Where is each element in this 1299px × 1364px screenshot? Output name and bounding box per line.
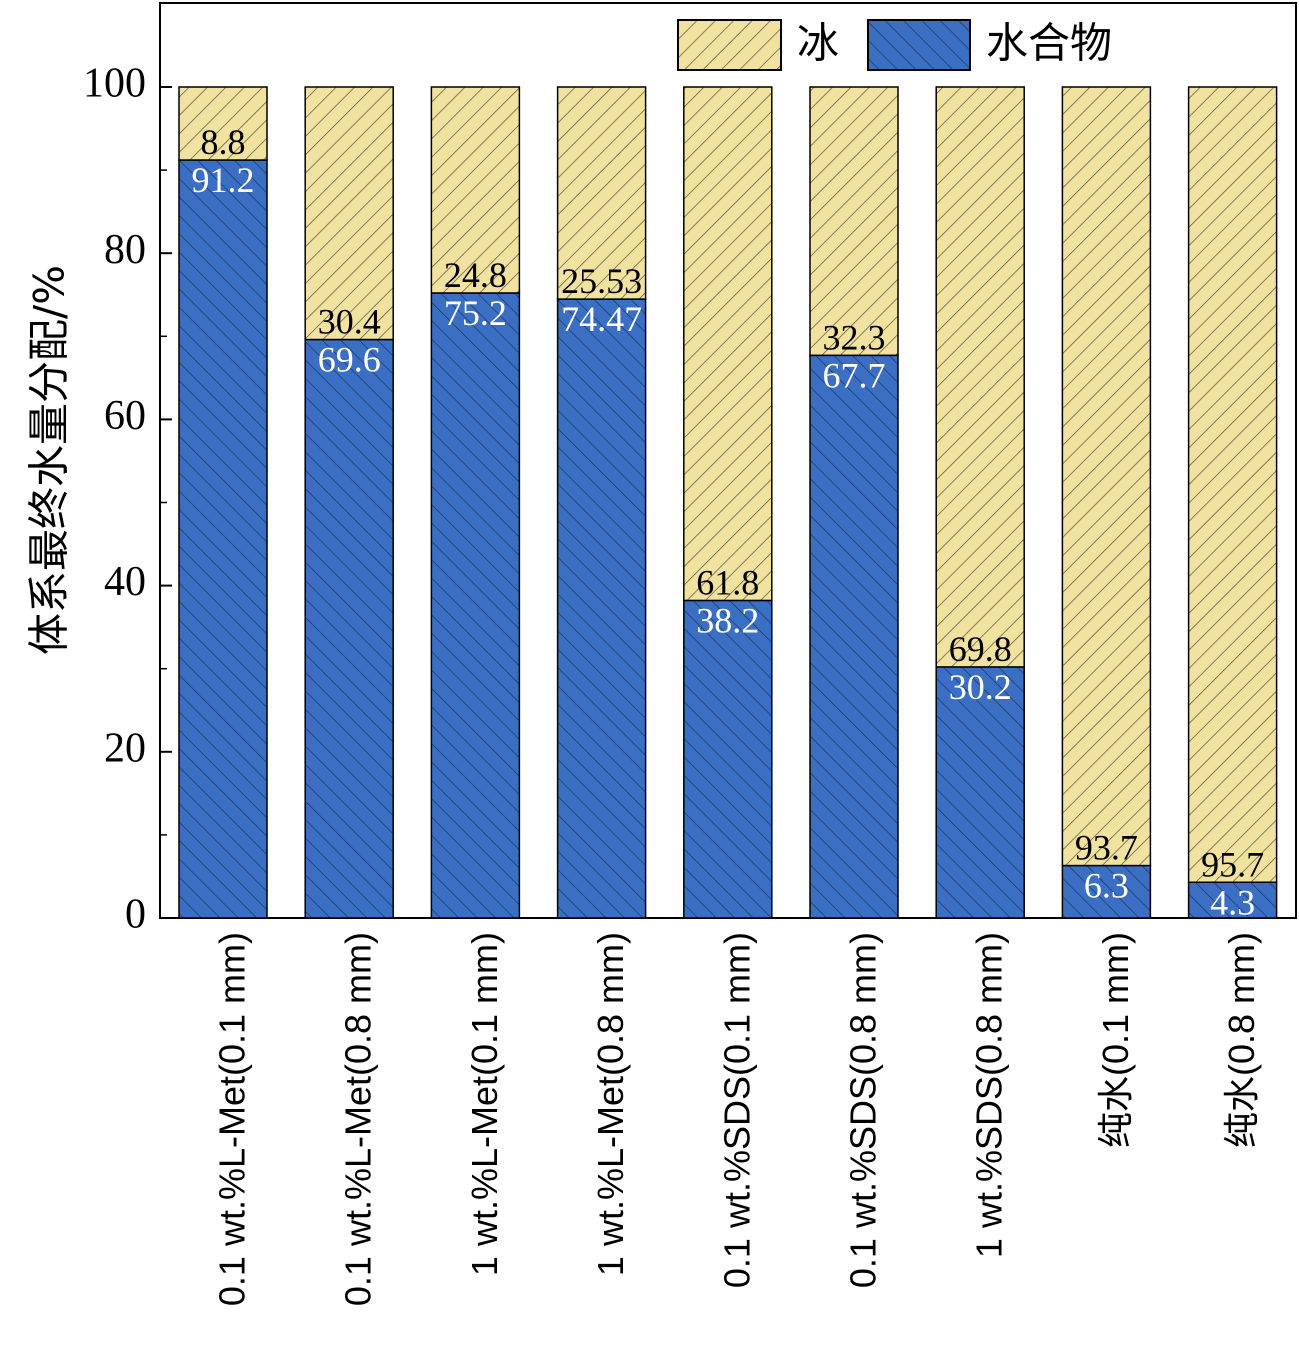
bar-ice-2 xyxy=(304,86,394,341)
legend-swatch-ice xyxy=(677,19,782,71)
bar-ice-5 xyxy=(683,86,773,602)
data-label-ice-7: 69.8 xyxy=(949,629,1012,669)
data-label-hydrate-9: 4.3 xyxy=(1210,882,1255,922)
x-category-label-5: 0.1 wt.%SDS(0.1 mm) xyxy=(716,932,757,1288)
data-label-hydrate-1: 91.2 xyxy=(192,160,255,200)
x-category-label-4: 1 wt.%L-Met(0.8 mm) xyxy=(590,932,631,1276)
bar-hydrate-8 xyxy=(1061,864,1152,919)
y-axis-label: 体系最终水量分配/% xyxy=(25,265,74,655)
x-category-label-9: 纯水(0.8 mm) xyxy=(1221,932,1262,1148)
x-category-label-8: 纯水(0.1 mm) xyxy=(1095,932,1136,1148)
data-label-hydrate-7: 30.2 xyxy=(949,667,1012,707)
legend-label-ice: 冰 xyxy=(797,19,839,68)
data-label-ice-4: 25.53 xyxy=(561,261,642,301)
y-tick-label-2: 40 xyxy=(104,559,146,605)
bar-hydrate-9 xyxy=(1187,881,1278,919)
legend-label-hydrate: 水合物 xyxy=(986,19,1112,68)
bar-ice-3 xyxy=(430,86,521,294)
x-category-label-7: 1 wt.%SDS(0.8 mm) xyxy=(969,932,1010,1258)
y-tick-label-3: 60 xyxy=(104,393,146,439)
data-label-hydrate-8: 6.3 xyxy=(1084,866,1129,906)
y-tick-label-1: 20 xyxy=(104,725,146,771)
data-label-ice-5: 61.8 xyxy=(696,563,759,603)
data-label-hydrate-5: 38.2 xyxy=(696,601,759,641)
x-axis: 0.1 wt.%L-Met(0.1 mm) 0.1 wt.%L-Met(0.8 m… xyxy=(212,932,1263,1306)
y-axis: 0 20 40 60 80 100 xyxy=(83,61,172,938)
data-label-ice-3: 24.8 xyxy=(444,255,507,295)
data-label-ice-6: 32.3 xyxy=(823,317,886,357)
bar-ice-9 xyxy=(1187,86,1278,884)
y-tick-label-4: 80 xyxy=(104,227,146,273)
bar-hydrate-5 xyxy=(683,599,773,919)
y-axis-title: 体系最终水量分配/% xyxy=(25,265,74,655)
bar-hydrate-6 xyxy=(809,354,899,919)
y-tick-label-5: 100 xyxy=(83,61,146,107)
legend-swatch-hydrate xyxy=(867,19,971,71)
x-category-label-2: 0.1 wt.%L-Met(0.8 mm) xyxy=(338,932,379,1306)
bar-ice-4 xyxy=(556,86,647,300)
bar-ice-6 xyxy=(809,86,899,357)
x-category-label-6: 0.1 wt.%SDS(0.8 mm) xyxy=(843,932,884,1288)
bar-ice-8 xyxy=(1061,86,1152,867)
y-tick-label-0: 0 xyxy=(125,892,146,938)
bar-hydrate-1 xyxy=(178,159,268,919)
bar-hydrate-3 xyxy=(430,292,521,919)
data-label-ice-2: 30.4 xyxy=(318,302,381,342)
bar-hydrate-4 xyxy=(556,298,647,919)
data-label-hydrate-6: 67.7 xyxy=(823,355,886,395)
x-category-label-1: 0.1 wt.%L-Met(0.1 mm) xyxy=(212,932,253,1306)
bar-hydrate-2 xyxy=(304,338,394,919)
bar-hydrate-7 xyxy=(935,666,1025,919)
legend: 冰 水合物 xyxy=(677,19,1112,71)
data-label-hydrate-3: 75.2 xyxy=(444,293,507,333)
data-label-ice-1: 8.8 xyxy=(201,122,246,162)
x-category-label-3: 1 wt.%L-Met(0.1 mm) xyxy=(464,932,505,1276)
data-label-ice-8: 93.7 xyxy=(1075,828,1138,868)
data-label-hydrate-4: 74.47 xyxy=(561,299,642,339)
data-label-hydrate-2: 69.6 xyxy=(318,340,381,380)
data-label-ice-9: 95.7 xyxy=(1201,844,1264,884)
bar-ice-7 xyxy=(935,86,1025,668)
